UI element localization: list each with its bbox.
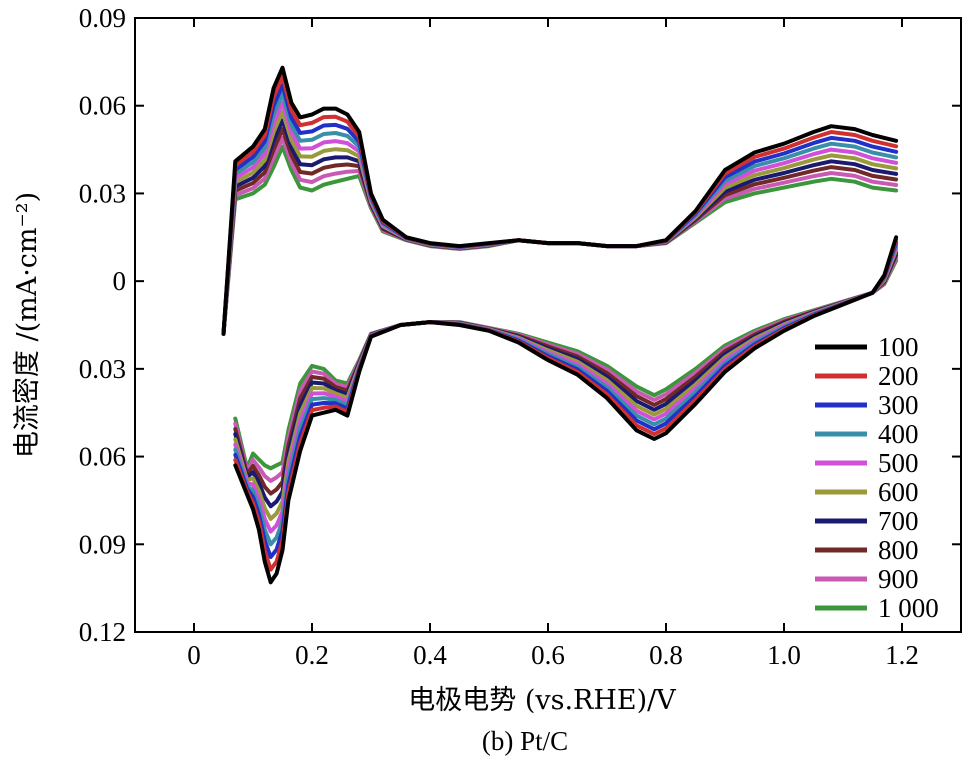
x-tick-label: 0.6 — [531, 640, 565, 670]
legend-label: 200 — [878, 361, 919, 391]
anodic-sweep-line — [221, 83, 899, 336]
legend-label: 1 000 — [878, 593, 939, 623]
series-900-curve — [221, 135, 899, 483]
x-axis-title: 电极电势 (vs.RHE)/V — [408, 685, 676, 716]
x-tick-label: 0.2 — [295, 640, 329, 670]
cathodic-sweep-line — [233, 253, 899, 496]
legend-label: 900 — [878, 564, 919, 594]
y-tick-label: 0 — [113, 266, 127, 296]
y-tick-label: 0.12 — [79, 617, 126, 647]
x-tick-label: 1.0 — [767, 640, 801, 670]
cathodic-sweep-line — [233, 237, 899, 572]
series-1000-curve — [221, 144, 899, 471]
figure-caption: (b) Pt/C — [482, 726, 568, 756]
legend-label: 300 — [878, 390, 919, 420]
anodic-sweep-line — [221, 92, 899, 336]
legend-label: 500 — [878, 448, 919, 478]
y-tick-label: 0.09 — [79, 529, 126, 559]
x-tick-label: 0.8 — [649, 640, 683, 670]
legend-label: 800 — [878, 535, 919, 565]
legend-label: 600 — [878, 477, 919, 507]
anodic-sweep-line — [221, 65, 899, 336]
cathodic-sweep-line — [233, 235, 899, 585]
legend-label: 400 — [878, 419, 919, 449]
x-tick-label: 1.2 — [885, 640, 919, 670]
axis-ticks: 0 0.2 0.4 0.6 0.8 1.0 1.2 0.09 0.06 0.03 0 0.03 0.06… — [79, 3, 961, 670]
y-tick-label: 0.09 — [79, 3, 126, 33]
anodic-sweep-line — [221, 74, 899, 336]
y-axis-title: 电流密度 /(mA·cm⁻²) — [12, 192, 43, 458]
legend-label: 100 — [878, 332, 919, 362]
legend-label: 700 — [878, 506, 919, 536]
x-tick-label: 0.4 — [413, 640, 447, 670]
x-tick-label: 0 — [187, 640, 201, 670]
y-tick-label: 0.06 — [79, 442, 126, 472]
y-tick-label: 0.03 — [79, 178, 126, 208]
y-tick-label: 0.03 — [79, 354, 126, 384]
series-100-curve — [221, 65, 899, 585]
series-curves — [221, 65, 899, 585]
y-tick-label: 0.06 — [79, 91, 126, 121]
